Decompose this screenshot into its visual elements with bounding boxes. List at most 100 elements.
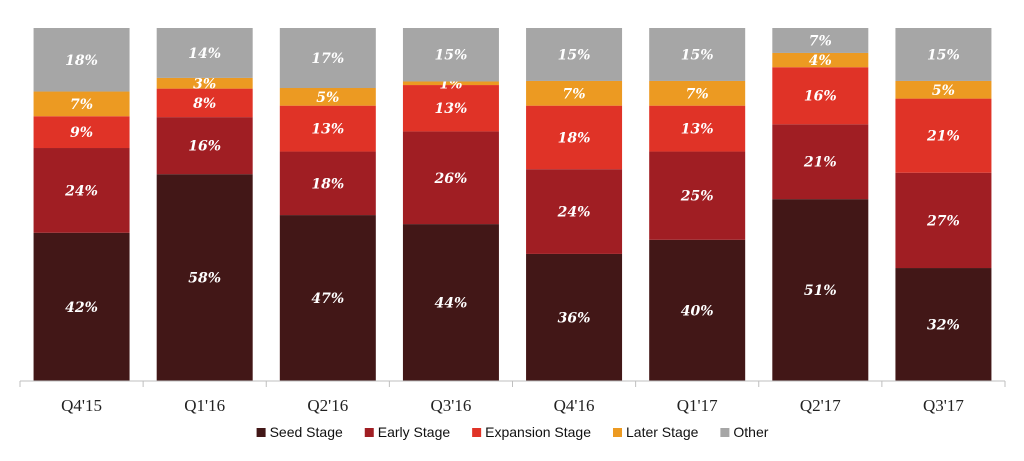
bar-segment-q4-15-later-stage — [33, 91, 130, 117]
data-label-q3-16-early-stage: 26% — [434, 171, 468, 187]
bar-stack-q2-16: 47% 18% 13% 5% 17% — [279, 28, 376, 381]
data-label-q3-16-expansion-stage: 13% — [435, 101, 468, 117]
data-label-q4-16-later-stage: 7% — [563, 86, 586, 102]
bar-segment-q1-17-seed-stage — [649, 239, 746, 381]
bar-segment-q1-16-other — [156, 28, 253, 78]
bar-stack-q1-16: 58% 16% 8% 3% 14% — [156, 28, 253, 381]
data-label-q4-16-other: 15% — [558, 47, 591, 63]
data-label-q3-17-expansion-stage: 21% — [926, 129, 960, 145]
data-label-q3-17-seed-stage: 32% — [927, 318, 960, 334]
data-label-q4-15-seed-stage: 42% — [65, 300, 98, 316]
legend-item-expansion-stage: Expansion Stage — [472, 424, 591, 440]
bar-segment-q3-17-other — [895, 28, 992, 81]
legend-swatch-later-stage — [613, 428, 622, 437]
data-label-q1-17-other: 15% — [681, 47, 714, 63]
x-tick-label-q3-17: Q3'17 — [923, 396, 964, 415]
bar-segment-q1-17-other — [649, 28, 746, 81]
data-label-q3-17-later-stage: 5% — [932, 83, 955, 99]
bar-segment-q1-16-early-stage — [156, 117, 253, 175]
data-label-q3-16-other: 15% — [435, 48, 468, 64]
bar-segment-q1-16-expansion-stage — [156, 88, 253, 118]
bars-group: 42% 24% 9% 7% 18% 58% 16% 8% 3% 14% 47% 18% 13% 5% 17%… — [33, 28, 992, 381]
legend-swatch-seed-stage — [256, 428, 266, 437]
data-label-q2-17-other: 7% — [809, 33, 832, 49]
bar-segment-q4-15-early-stage — [33, 148, 130, 233]
bar-segment-q3-16-later-stage — [402, 81, 499, 86]
data-label-q2-16-other: 17% — [311, 51, 344, 67]
bar-segment-q2-17-expansion-stage — [772, 67, 869, 125]
bar-segment-q3-17-later-stage — [895, 80, 992, 99]
legend-item-early-stage: Early Stage — [364, 424, 451, 440]
data-label-q1-16-expansion-stage: 8% — [193, 96, 216, 112]
x-tick-label-q2-17: Q2'17 — [800, 396, 841, 415]
legend-item-other: Other — [720, 424, 769, 440]
x-tick-label-q4-16: Q4'16 — [554, 396, 595, 415]
bar-segment-q3-16-seed-stage — [402, 224, 499, 381]
bar-segment-q3-16-other — [402, 28, 499, 82]
data-label-q2-17-seed-stage: 51% — [804, 283, 837, 299]
legend-label-early-stage: Early Stage — [378, 424, 451, 440]
bar-stack-q1-17: 40% 25% 13% 7% 15% — [649, 28, 746, 381]
bar-segment-q1-17-early-stage — [649, 151, 746, 240]
data-label-q1-17-seed-stage: 40% — [681, 303, 714, 319]
data-label-q3-16-seed-stage: 44% — [435, 296, 468, 312]
data-label-q3-17-other: 15% — [927, 47, 960, 63]
bar-stack-q2-17: 51% 21% 16% 4% 7% — [772, 28, 869, 381]
legend-label-expansion-stage: Expansion Stage — [485, 424, 591, 440]
data-label-q2-16-seed-stage: 47% — [311, 291, 344, 307]
bar-segment-q1-16-later-stage — [156, 77, 253, 89]
x-tick-label-q1-16: Q1'16 — [184, 396, 225, 415]
bar-segment-q1-17-later-stage — [649, 80, 746, 106]
bar-stack-q3-17: 32% 27% 21% 5% 15% — [895, 28, 992, 381]
data-label-q3-17-early-stage: 27% — [926, 213, 960, 229]
bar-segment-q4-16-other — [526, 28, 623, 81]
bar-segment-q3-16-expansion-stage — [402, 85, 499, 132]
bar-segment-q2-16-other — [279, 28, 376, 89]
legend-label-other: Other — [733, 424, 768, 440]
bar-segment-q2-17-seed-stage — [772, 199, 869, 381]
bar-segment-q4-16-seed-stage — [526, 253, 623, 381]
legend: Seed Stage Early Stage Expansion Stage Late… — [256, 424, 769, 440]
data-label-q1-16-early-stage: 16% — [188, 139, 221, 155]
legend-swatch-early-stage — [364, 428, 374, 437]
data-label-q4-16-early-stage: 24% — [557, 205, 591, 221]
bar-stack-q3-16: 44%26%13%1%15% — [402, 28, 499, 381]
legend-swatch-other — [720, 428, 730, 437]
bar-segment-q2-16-expansion-stage — [279, 105, 376, 152]
data-label-q4-16-seed-stage: 36% — [558, 310, 591, 326]
legend-label-later-stage: Later Stage — [626, 424, 699, 440]
x-tick-label-q2-16: Q2'16 — [307, 396, 348, 415]
bar-segment-q2-16-seed-stage — [279, 215, 376, 381]
x-axis-tick-labels: Q4'15 Q1'16 Q2'16 Q3'16 Q4'16 Q1'17 Q2'17 Q3'17 — [61, 396, 964, 415]
bar-segment-q2-17-other — [772, 28, 869, 53]
data-label-q1-17-expansion-stage: 13% — [681, 122, 714, 138]
x-axis-ticks — [19, 381, 1006, 387]
data-label-q2-17-expansion-stage: 16% — [804, 89, 837, 105]
x-tick-label-q1-17: Q1'17 — [677, 396, 718, 415]
bar-segment-q4-15-seed-stage — [33, 232, 130, 381]
data-label-q4-15-other: 18% — [65, 53, 98, 69]
bar-segment-q4-16-expansion-stage — [526, 105, 623, 170]
bar-segment-q2-17-later-stage — [772, 52, 869, 68]
bar-segment-q1-17-expansion-stage — [649, 105, 746, 152]
data-label-q2-16-later-stage: 5% — [316, 90, 339, 106]
bar-segment-q4-15-other — [33, 28, 130, 92]
bar-segment-q4-16-early-stage — [526, 169, 623, 254]
bar-stack-q4-16: 36% 24% 18% 7% 15% — [526, 28, 623, 381]
data-label-q1-16-other: 14% — [188, 46, 221, 62]
bar-segment-q2-16-early-stage — [279, 151, 376, 216]
data-label-q1-16-later-stage: 3% — [193, 76, 216, 92]
bar-segment-q4-15-expansion-stage — [33, 116, 130, 149]
data-label-q1-17-later-stage: 7% — [686, 86, 709, 102]
bar-segment-q3-16-early-stage — [402, 131, 499, 225]
data-label-q2-17-later-stage: 4% — [809, 53, 832, 69]
bar-segment-q4-16-later-stage — [526, 80, 623, 106]
x-tick-label-q3-16: Q3'16 — [431, 396, 472, 415]
data-label-q2-17-early-stage: 21% — [803, 155, 837, 171]
data-label-q4-16-expansion-stage: 18% — [558, 130, 591, 146]
legend-label-seed-stage: Seed Stage — [270, 424, 343, 440]
data-label-q2-16-early-stage: 18% — [311, 176, 344, 192]
x-tick-label-q4-15: Q4'15 — [61, 396, 102, 415]
data-label-q1-17-early-stage: 25% — [680, 189, 714, 205]
